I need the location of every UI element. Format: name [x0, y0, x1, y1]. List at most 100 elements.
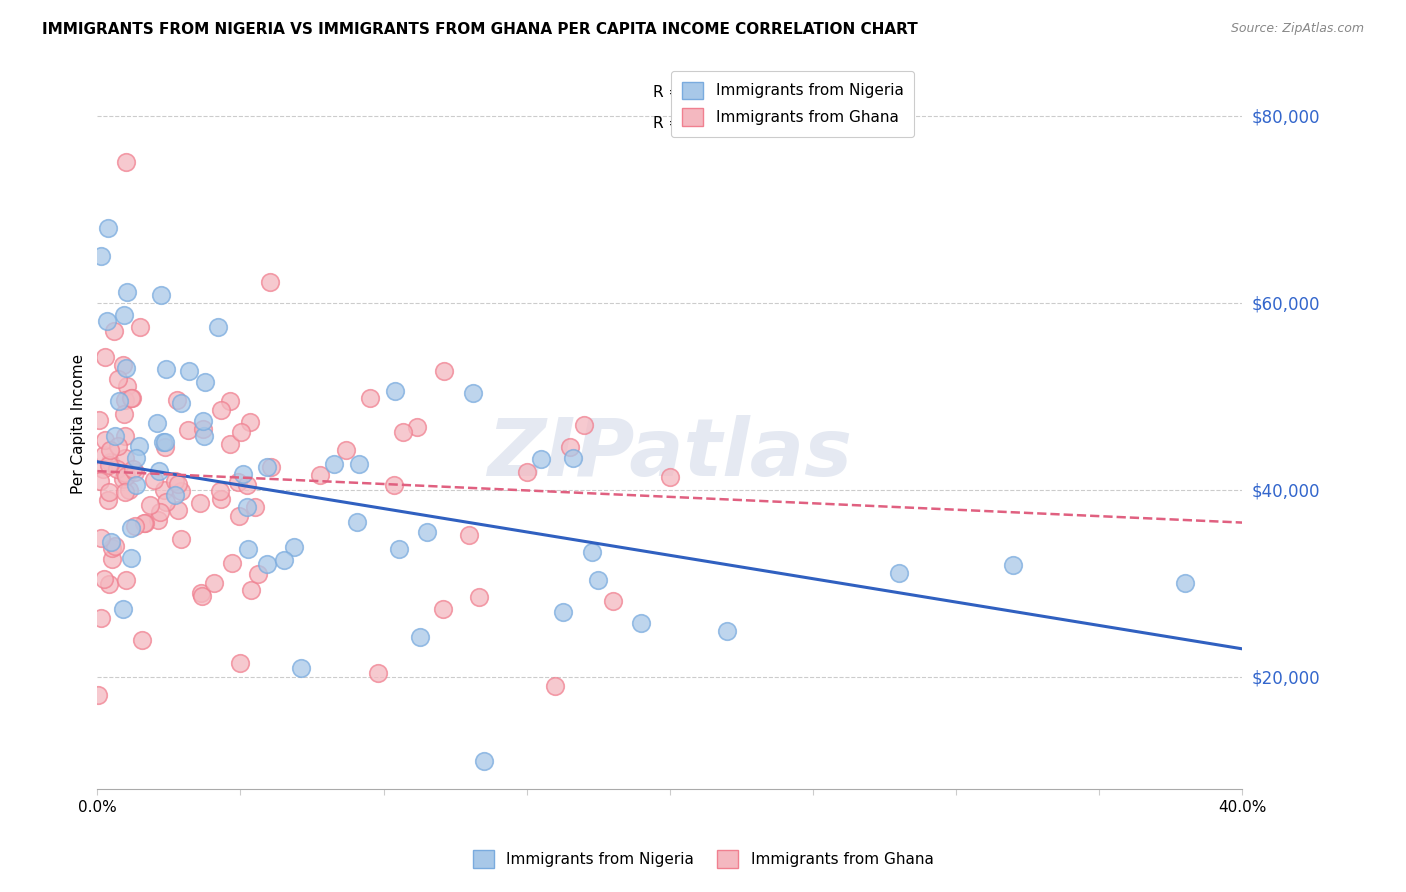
Point	[155, 494, 177, 508]
Point	[232, 467, 254, 481]
Point	[207, 320, 229, 334]
Point	[382, 477, 405, 491]
Point	[153, 435, 176, 450]
Text: N =: N =	[756, 116, 790, 131]
Point	[103, 324, 125, 338]
Point	[142, 474, 165, 488]
Point	[191, 589, 214, 603]
Point	[125, 450, 148, 465]
Point	[122, 462, 145, 476]
Point	[335, 443, 357, 458]
Point	[108, 393, 131, 408]
Point	[152, 483, 174, 497]
Point	[148, 464, 170, 478]
Point	[120, 521, 142, 535]
Point	[97, 458, 120, 472]
Point	[169, 532, 191, 546]
Point	[209, 403, 232, 417]
Point	[112, 407, 135, 421]
Point	[96, 314, 118, 328]
Point	[432, 602, 454, 616]
Point	[170, 483, 193, 498]
Point	[259, 275, 281, 289]
Point	[602, 594, 624, 608]
Point	[115, 285, 138, 300]
Point	[153, 440, 176, 454]
Point	[115, 379, 138, 393]
Point	[392, 425, 415, 439]
Point	[100, 541, 122, 556]
Point	[107, 440, 129, 454]
Point	[176, 423, 198, 437]
Point	[93, 448, 115, 462]
Point	[236, 500, 259, 514]
Point	[146, 416, 169, 430]
Point	[193, 429, 215, 443]
Point	[887, 566, 910, 581]
Point	[467, 591, 489, 605]
Point	[128, 439, 150, 453]
Point	[191, 414, 214, 428]
Point	[461, 385, 484, 400]
Point	[219, 437, 242, 451]
Point	[90, 611, 112, 625]
Point	[98, 443, 121, 458]
Point	[125, 478, 148, 492]
Point	[179, 364, 201, 378]
Legend: Immigrants from Nigeria, Immigrants from Ghana: Immigrants from Nigeria, Immigrants from…	[465, 843, 941, 875]
Point	[118, 483, 141, 498]
Point	[89, 475, 111, 489]
Point	[114, 451, 136, 466]
Point	[115, 469, 138, 483]
Point	[97, 492, 120, 507]
Point	[103, 540, 125, 554]
Point	[236, 541, 259, 556]
Point	[384, 384, 406, 399]
Text: 55: 55	[785, 85, 806, 100]
Point	[166, 392, 188, 407]
Point	[221, 556, 243, 570]
Point	[94, 433, 117, 447]
Point	[152, 434, 174, 449]
Point	[193, 422, 215, 436]
Point	[530, 451, 553, 466]
Point	[309, 467, 332, 482]
Point	[131, 633, 153, 648]
Point	[260, 460, 283, 475]
Text: -0.215: -0.215	[682, 85, 735, 100]
Point	[98, 485, 121, 500]
Point	[588, 574, 610, 588]
Text: -0.054: -0.054	[682, 116, 735, 131]
Point	[101, 552, 124, 566]
Point	[716, 624, 738, 638]
Point	[236, 478, 259, 492]
Point	[433, 364, 456, 378]
Point	[572, 417, 595, 432]
Point	[630, 615, 652, 630]
Point	[114, 393, 136, 408]
Point	[1174, 576, 1197, 591]
Point	[111, 472, 134, 486]
Point	[228, 509, 250, 524]
Point	[190, 586, 212, 600]
Point	[409, 630, 432, 644]
Point	[283, 540, 305, 554]
Point	[87, 413, 110, 427]
Point	[551, 605, 574, 619]
Point	[114, 484, 136, 499]
Point	[256, 558, 278, 572]
Point	[90, 531, 112, 545]
Point	[163, 488, 186, 502]
Point	[322, 457, 344, 471]
Point	[149, 288, 172, 302]
Point	[188, 496, 211, 510]
Point	[111, 359, 134, 373]
Point	[100, 455, 122, 469]
Point	[98, 577, 121, 591]
Point	[256, 459, 278, 474]
Point	[89, 249, 111, 263]
Point	[114, 360, 136, 375]
Point	[347, 457, 370, 471]
Text: ZIPatlas: ZIPatlas	[488, 415, 852, 492]
Point	[114, 428, 136, 442]
